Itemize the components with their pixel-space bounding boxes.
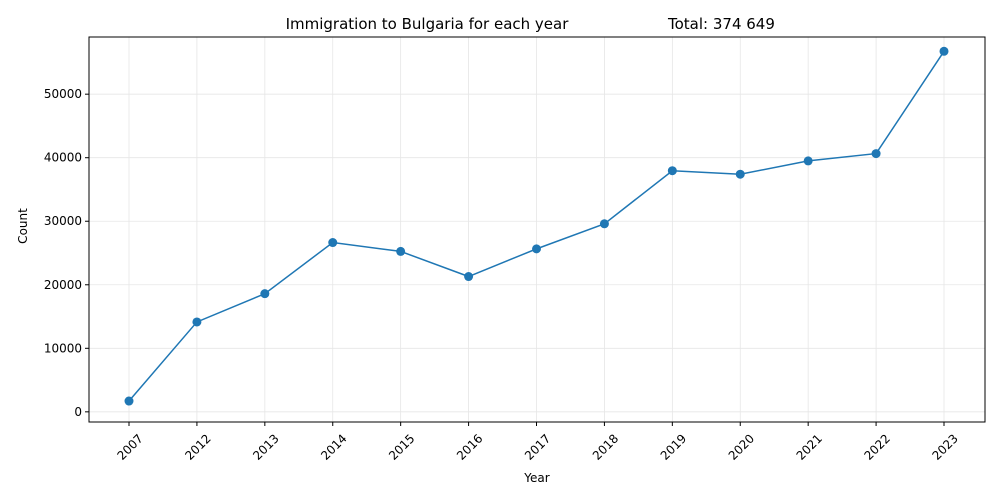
x-tick-label: 2023	[929, 431, 960, 462]
data-point	[735, 169, 745, 179]
data-point	[532, 244, 541, 254]
data-point	[939, 46, 949, 56]
data-point	[328, 238, 338, 248]
data-point	[871, 149, 881, 159]
data-point	[396, 246, 406, 256]
x-tick-label: 2016	[454, 431, 485, 462]
x-tick-label: 2019	[658, 431, 689, 462]
x-tick-label: 2020	[726, 431, 757, 462]
x-tick-label: 2012	[182, 431, 213, 462]
data-point	[260, 289, 270, 299]
x-tick-label: 2015	[386, 431, 417, 462]
y-tick-label: 0	[74, 405, 82, 419]
data-point	[803, 156, 813, 166]
data-point	[464, 272, 474, 282]
data-point	[192, 317, 202, 327]
y-tick-label: 50000	[44, 87, 82, 101]
y-tick-label: 30000	[44, 214, 82, 228]
y-tick-label: 20000	[44, 278, 82, 292]
data-point	[599, 219, 609, 229]
plot-frame	[88, 36, 986, 423]
x-tick-label: 2007	[114, 431, 145, 462]
y-tick-label: 40000	[44, 151, 82, 165]
x-tick-label: 2018	[590, 431, 621, 462]
chart-total: Total: 374 649	[667, 15, 775, 33]
data-point	[124, 396, 134, 406]
grid	[89, 37, 985, 422]
x-tick-label: 2014	[318, 431, 349, 462]
series-layer	[124, 46, 949, 406]
data-point	[667, 166, 677, 176]
y-tick-label: 10000	[44, 341, 82, 355]
x-tick-label: 2022	[862, 431, 893, 462]
chart-title: Immigration to Bulgaria for each year	[286, 15, 570, 33]
x-tick-label: 2021	[794, 431, 825, 462]
y-axis-label: Count	[16, 208, 30, 244]
x-tick-label: 2017	[522, 431, 553, 462]
x-axis-label: Year	[523, 471, 549, 485]
axes: 0 10000 20000 30000 40000 50000 2007 2012 2013 20…	[44, 36, 986, 463]
x-tick-label: 2013	[250, 431, 281, 462]
